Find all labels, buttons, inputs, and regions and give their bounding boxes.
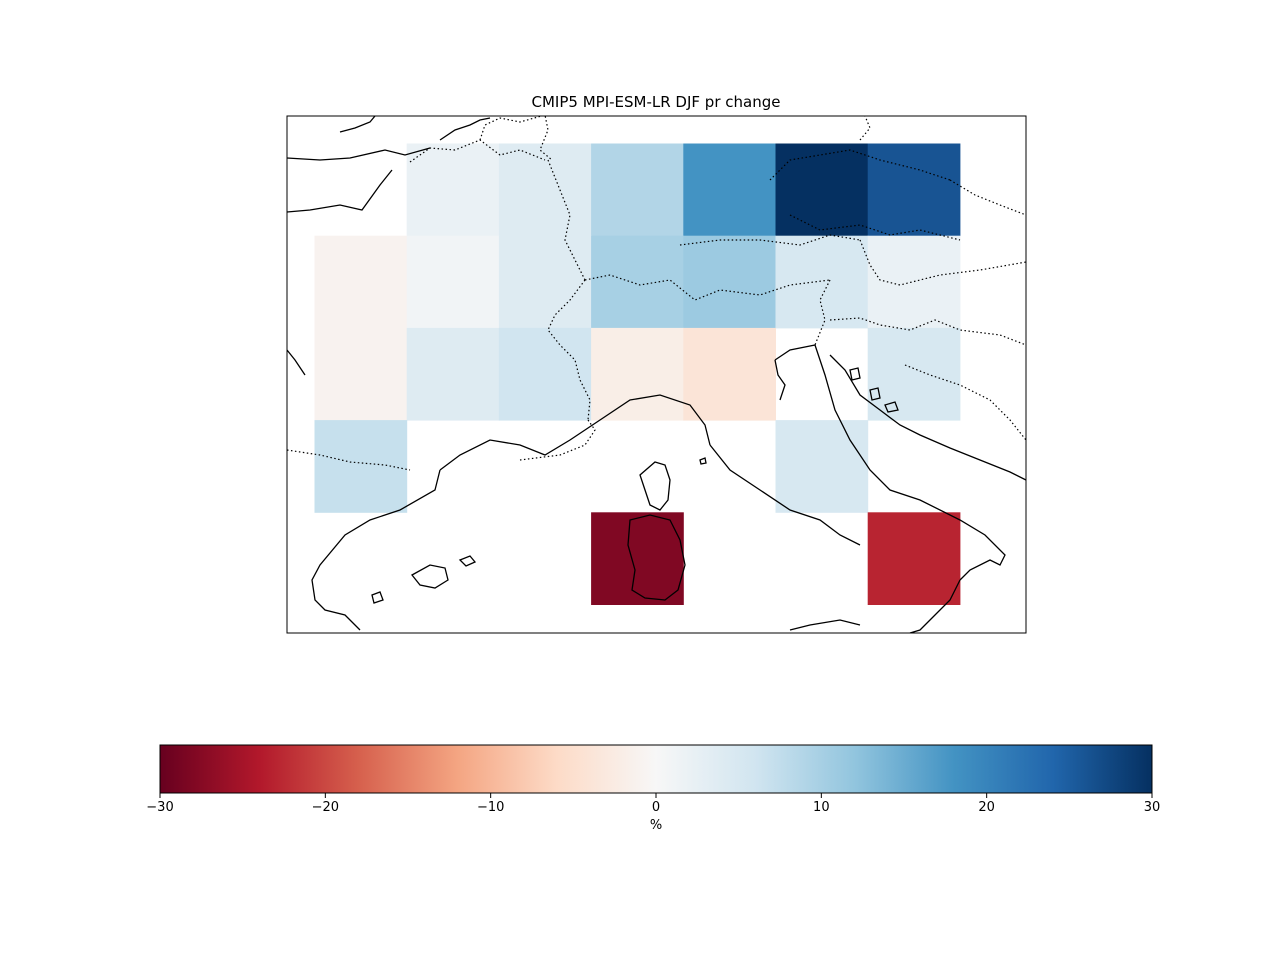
coastlines (287, 116, 1026, 633)
border-czechia-germany (769, 149, 951, 181)
grid-cell-r3-c5 (775, 420, 869, 513)
grid-cell-r0-c5 (775, 143, 869, 237)
grid-cell-r0-c3 (591, 143, 684, 237)
grid-cell-r4-c6 (867, 512, 961, 605)
dalmatian-island-2 (869, 387, 881, 401)
sardinia (627, 514, 686, 601)
map-title: CMIP5 MPI-ESM-LR DJF pr change (532, 93, 781, 111)
grid-cell-r4-c3 (591, 512, 684, 605)
colorbar-ticks: −30 −20 −10 0 10 20 30 (146, 793, 1160, 815)
grid-cell-r0-c6 (867, 143, 961, 237)
border-france-italy (519, 419, 596, 461)
coast-veneto (774, 359, 786, 401)
border-switzerland-italy (584, 274, 831, 301)
map-frame (286, 115, 1027, 634)
grid-cell-r2-c4 (683, 327, 776, 421)
grid-cell-r2-c2 (498, 327, 592, 421)
colorbar-tick-label: 10 (813, 800, 830, 815)
mallorca (411, 564, 449, 589)
coast-croatia (829, 354, 1026, 481)
grid-cell-r1-c5 (775, 235, 869, 329)
colorbar-tick-label: −20 (312, 800, 339, 815)
grid-cell-r1-c1 (406, 235, 500, 329)
coast-english-channel (287, 147, 431, 161)
colorbar-tick-label: 0 (652, 800, 660, 815)
coast-north-sea (439, 117, 491, 141)
grid-cell-r2-c0 (314, 327, 408, 421)
border-germany-north (859, 116, 871, 141)
grid-cell-r2-c6 (867, 327, 961, 421)
dalmatian-island-1 (849, 367, 861, 381)
grid-cell-r0-c2 (498, 143, 592, 237)
elba (699, 457, 707, 465)
colorbar-label: % (650, 818, 662, 833)
map-panel (286, 115, 1027, 634)
corsica (639, 461, 671, 511)
grid-cell-r3-c0 (314, 420, 408, 513)
coast-brittany (287, 349, 306, 376)
coast-italy-adriatic (774, 344, 1006, 581)
grid-cell-r2-c1 (406, 327, 500, 421)
coast-uk-east (339, 116, 376, 133)
grid-cell-r2-c3 (591, 327, 684, 421)
border-slovenia-croatia (829, 317, 1026, 346)
border-austria-germany (679, 234, 861, 246)
grid-cell-r1-c2 (498, 235, 592, 329)
colorbar-tick-label: −10 (477, 800, 504, 815)
grid-cell-r1-c3 (591, 235, 684, 329)
menorca (458, 555, 477, 567)
coast-england-south (287, 169, 393, 213)
border-croatia-bosnia (904, 364, 1026, 441)
colorbar: −30 −20 −10 0 10 20 30 % (146, 744, 1160, 833)
grid-cell-r0-c1 (406, 143, 500, 237)
coast-ligurian (439, 394, 711, 471)
grid-cell-r1-c6 (867, 235, 961, 329)
border-slovenia-italy (814, 279, 831, 346)
colorbar-gradient (160, 745, 1152, 793)
colorbar-tick-label: 20 (978, 800, 995, 815)
dalmatian-island-3 (884, 401, 899, 413)
grid-cell-r1-c0 (314, 235, 408, 329)
grid-cells (314, 143, 961, 605)
coast-sicily-north (789, 619, 861, 631)
coast-calabria (909, 579, 961, 633)
islands (371, 367, 899, 604)
border-france-switzerland (547, 279, 591, 421)
grid-cell-r0-c4 (683, 143, 776, 237)
coast-italy-west (709, 444, 861, 546)
colorbar-tick-label: 30 (1144, 800, 1161, 815)
border-spain-france (287, 449, 411, 471)
grid-cell-r1-c4 (683, 235, 776, 329)
colorbar-tick-label: −30 (146, 800, 173, 815)
ibiza (371, 591, 384, 604)
coast-spain-east (311, 469, 441, 631)
